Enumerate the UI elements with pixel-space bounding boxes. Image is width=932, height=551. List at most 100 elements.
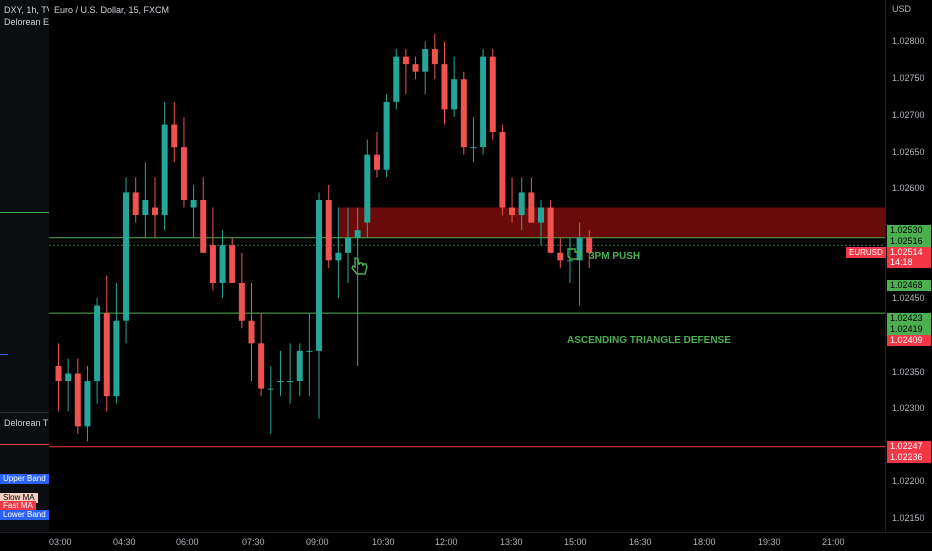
candle-body (364, 154, 371, 223)
candle-body (383, 101, 390, 170)
time-label: 03:00 (49, 537, 72, 547)
candle-body (94, 305, 101, 382)
candle-body (306, 350, 313, 352)
price-label: 1.02650 (892, 147, 925, 157)
candle-body (113, 320, 120, 397)
left-blue-mark (0, 354, 8, 355)
price-label: 1.02300 (892, 403, 925, 413)
candle-body (480, 56, 487, 148)
candle-body (345, 237, 351, 253)
candle-body (509, 207, 516, 216)
price-tag-bottom-b: 1.02236 (887, 452, 931, 463)
candle-body (335, 252, 342, 261)
candle-body (123, 192, 130, 321)
price-label: 1.02700 (892, 110, 925, 120)
chart-title: Euro / U.S. Dollar, 15, FXCM (54, 5, 170, 15)
candle-body (431, 49, 438, 65)
pointing-hand-icon (567, 248, 582, 260)
candle-body (190, 199, 197, 208)
candle-body (267, 388, 274, 390)
candle-body (576, 237, 583, 261)
time-label: 10:30 (372, 537, 395, 547)
price-tag-mid: 1.02468 (887, 280, 931, 291)
price-tag-support-b: 1.02419 (887, 324, 931, 335)
candle-body (55, 365, 62, 382)
price-label: 1.02150 (892, 513, 925, 523)
candle-body (460, 79, 467, 148)
indicator-title-cut: Delorean Et (4, 17, 50, 27)
price-tag-support-red: 1.02409 (887, 335, 931, 346)
time-label: 16:30 (629, 537, 652, 547)
candle-body (451, 79, 458, 110)
candle-body (132, 192, 139, 216)
left-panel: DXY, 1h, TV Delorean Et Delorean TI Uppe… (0, 0, 50, 550)
price-label: 1.02350 (892, 367, 925, 377)
time-label: 09:00 (306, 537, 329, 547)
candle-body (373, 154, 380, 170)
candle-body (229, 245, 236, 283)
candle-body (171, 124, 178, 148)
candle-body (74, 373, 81, 427)
candle-body (180, 147, 187, 200)
current-price-tag: 1.02514 (887, 247, 931, 258)
candle-body (209, 245, 216, 283)
time-axis[interactable]: 03:00 04:30 06:00 07:30 09:00 10:30 12:0… (0, 532, 932, 551)
symbol-title-cut: DXY, 1h, TV (4, 5, 50, 15)
time-label: 15:00 (564, 537, 587, 547)
time-label: 04:30 (113, 537, 136, 547)
legend-lower-band[interactable]: Lower Band (0, 510, 49, 520)
candle-body (538, 207, 544, 223)
candle-body (441, 64, 448, 110)
legend-fast-ma[interactable]: Fast MA (0, 501, 36, 511)
chart-area[interactable]: Euro / U.S. Dollar, 15, FXCM 3PM PUSH AS… (49, 0, 885, 532)
price-tag-upper-line: 1.02530 (887, 225, 931, 236)
legend-slow-ma[interactable]: Slow MA (0, 493, 38, 503)
candlestick-chart[interactable] (49, 0, 885, 532)
time-label: 06:00 (176, 537, 199, 547)
hand-cursor-icon (351, 257, 368, 275)
candle-body (152, 207, 158, 216)
candle-body (518, 192, 525, 216)
candle-body (258, 343, 265, 389)
time-label: 12:00 (435, 537, 458, 547)
price-label: 1.02600 (892, 183, 925, 193)
candle-body (142, 199, 149, 216)
time-label: 19:30 (758, 537, 781, 547)
candle-body (287, 381, 294, 383)
time-label: 07:30 (242, 537, 265, 547)
candle-body (586, 237, 593, 253)
candle-body (566, 260, 573, 262)
price-label: 1.02200 (892, 476, 925, 486)
candle-body (84, 381, 91, 427)
candle-body (402, 56, 409, 65)
candle-body (65, 373, 72, 382)
candle-body (354, 230, 361, 238)
price-label: 1.02450 (892, 293, 925, 303)
left-green-line (0, 212, 49, 213)
candle-body (422, 49, 429, 72)
candle-body (499, 132, 506, 208)
price-label: 1.02800 (892, 36, 925, 46)
candle-body (277, 381, 284, 383)
candle-body (296, 350, 303, 382)
countdown-tag: 14:18 (887, 257, 931, 268)
candle-body (219, 245, 226, 283)
price-tag-support-a: 1.02423 (887, 313, 931, 324)
candle-body (393, 56, 400, 102)
annotation-ascending-triangle: ASCENDING TRIANGLE DEFENSE (567, 335, 731, 346)
candle-body (248, 320, 255, 344)
time-label: 13:30 (500, 537, 523, 547)
candle-body (325, 199, 332, 261)
legend-upper-band[interactable]: Upper Band (0, 474, 49, 484)
time-label: 18:00 (693, 537, 716, 547)
price-axis[interactable]: USD 1.02800 1.02750 1.02700 1.02650 1.02… (885, 0, 932, 532)
symbol-badge: EURUSD (846, 247, 886, 258)
candle-body (557, 252, 564, 261)
left-divider (0, 412, 49, 413)
time-label: 21:00 (822, 537, 845, 547)
price-tag-lower-line: 1.02516 (887, 236, 931, 247)
price-label: 1.02750 (892, 73, 925, 83)
candle-body (547, 207, 554, 253)
left-red-line (0, 444, 49, 445)
candle-body (161, 124, 168, 216)
